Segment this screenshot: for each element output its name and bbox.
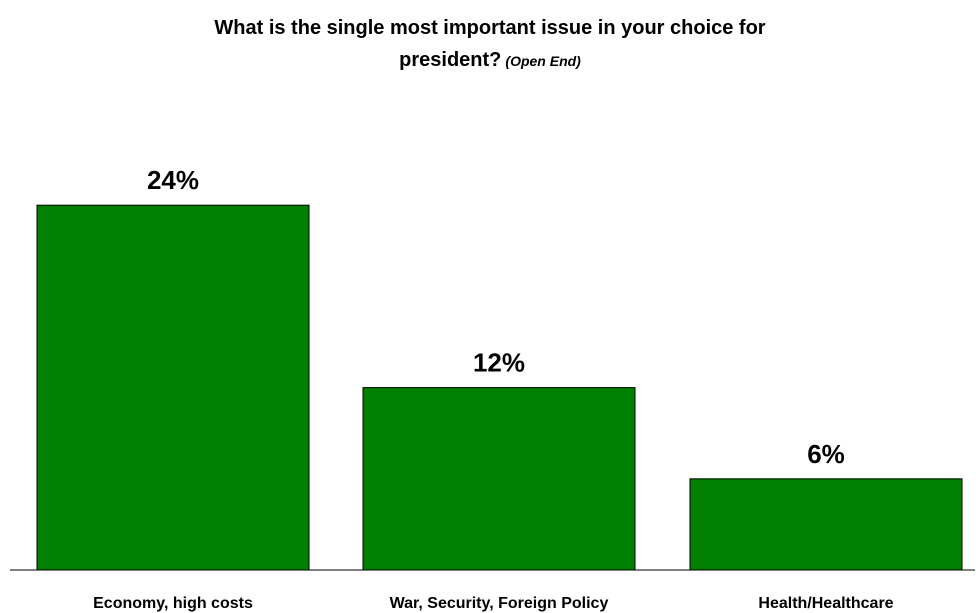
chart-title-line2: president? (Open End) [0,44,980,77]
bar-2 [362,387,636,571]
data-label-3: 6% [807,439,845,469]
chart-title-text: president? [399,49,502,71]
chart-title: What is the single most important issue … [0,12,980,77]
chart-subtitle: (Open End) [505,53,581,69]
bar-3 [689,478,963,571]
category-label-1: Economy, high costs [93,595,253,612]
chart-title-line1: What is the single most important issue … [214,17,766,39]
data-label-1: 24% [147,165,199,195]
category-label-2: War, Security, Foreign Policy [390,595,609,612]
data-label-2: 12% [473,348,525,378]
bar-1 [36,204,310,571]
category-label-3: Health/Healthcare [758,595,893,612]
